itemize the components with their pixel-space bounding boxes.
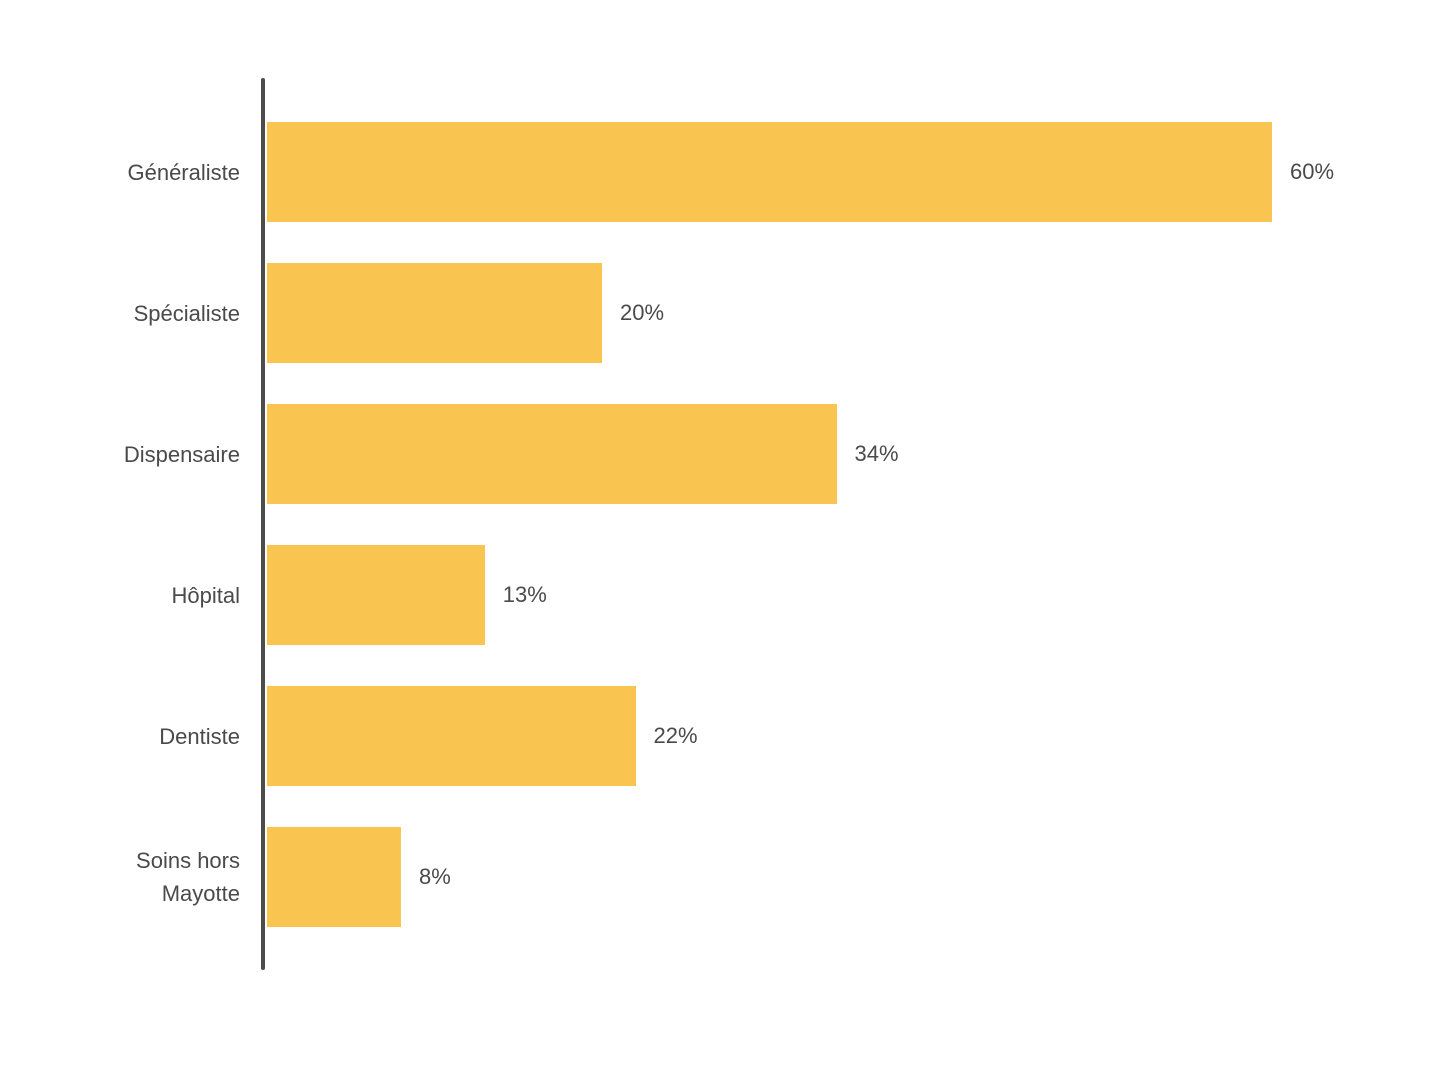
value-label: 22% <box>653 723 698 748</box>
bar-row: 34% <box>267 404 1440 504</box>
category-label: Soins hors Mayotte <box>136 848 240 906</box>
bar-row: 20% <box>267 263 1440 363</box>
value-label: 13% <box>502 582 547 607</box>
bar-row: 8% <box>267 827 1440 927</box>
bar <box>267 263 602 363</box>
bar <box>267 686 636 786</box>
value-label: 8% <box>419 864 451 889</box>
bar <box>267 404 837 504</box>
bar-row: 22% <box>267 686 1440 786</box>
category-label: Spécialiste <box>133 300 240 326</box>
category-label: Dispensaire <box>123 441 240 467</box>
value-label: 60% <box>1290 159 1335 184</box>
value-label: 34% <box>854 441 899 466</box>
bar <box>267 827 401 927</box>
value-label: 20% <box>620 300 665 325</box>
category-labels: Généraliste Spécialiste Dispensaire Hôpital… <box>0 78 240 968</box>
bars-area: 60% 20% 34% 13% 22% 8% <box>267 78 1440 968</box>
category-label: Généraliste <box>127 159 240 185</box>
category-label: Hôpital <box>171 582 240 608</box>
bar <box>267 545 485 645</box>
bar-row: 60% <box>267 122 1440 222</box>
y-axis-line <box>261 78 265 970</box>
category-label: Dentiste <box>159 723 240 749</box>
bar-row: 13% <box>267 545 1440 645</box>
bar <box>267 122 1272 222</box>
